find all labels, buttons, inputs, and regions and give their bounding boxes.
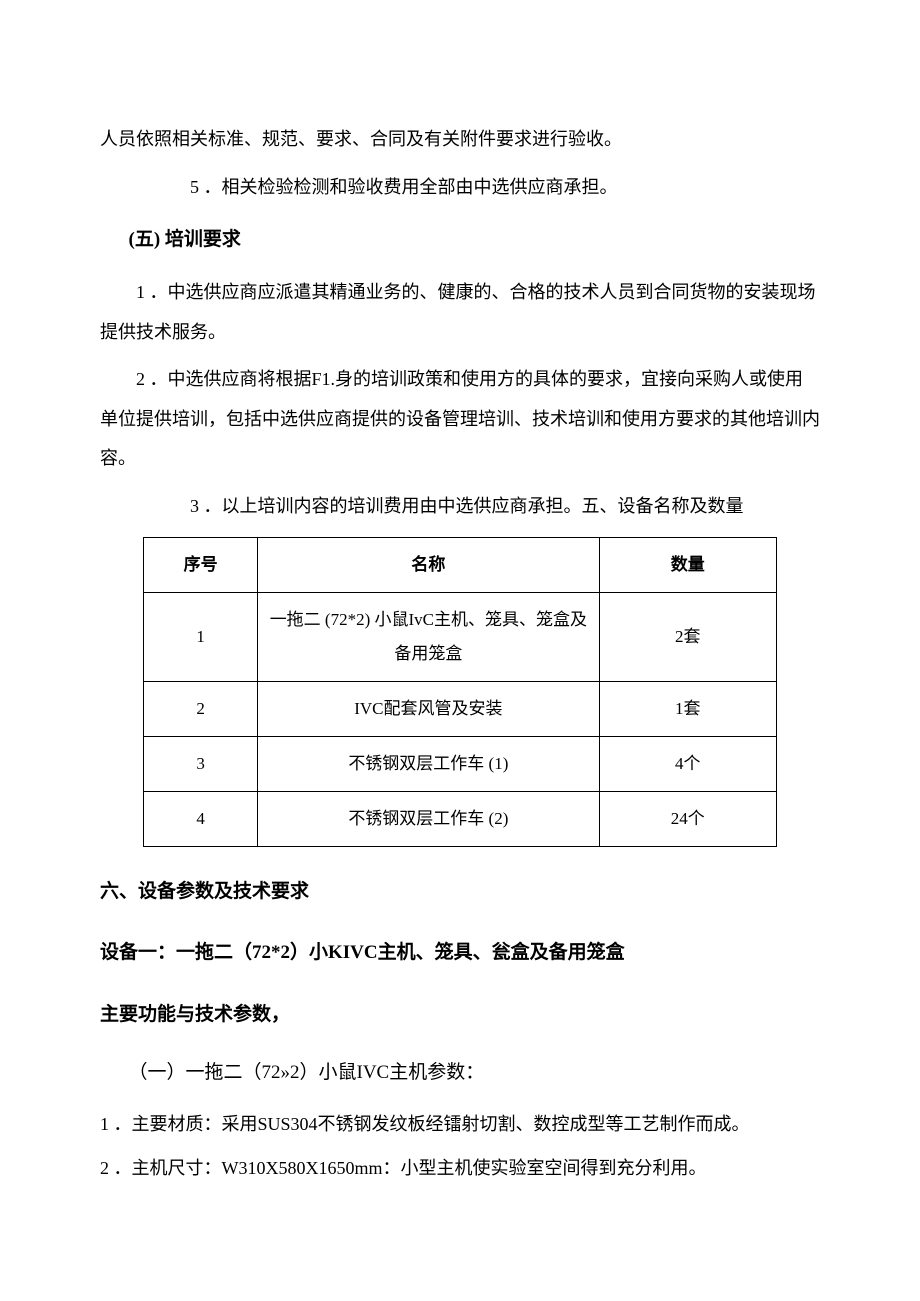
table-row: 3 不锈钢双层工作车 (1) 4个 [144, 736, 777, 791]
item-number: 5 [190, 177, 199, 197]
col-header-index: 序号 [144, 537, 258, 592]
table-row: 4 不锈钢双层工作车 (2) 24个 [144, 791, 777, 846]
table-row: 1 一拖二 (72*2) 小鼠IvC主机、笼具、笼盒及备用笼盒 2套 [144, 592, 777, 681]
item-text: ．相关检验检测和验收费用全部由中选供应商承担。 [199, 177, 618, 197]
cell-qty: 4个 [599, 736, 776, 791]
paragraph-continuation: 人员依照相关标准、规范、要求、合同及有关附件要求进行验收。 [100, 120, 820, 160]
document-page: 人员依照相关标准、规范、要求、合同及有关附件要求进行验收。 5 ．相关检验检测和… [0, 0, 920, 1301]
table-row: 2 IVC配套风管及安装 1套 [144, 681, 777, 736]
cell-qty: 1套 [599, 681, 776, 736]
spec-item-2: 2 ．主机尺寸：W310X580X1650mm：小型主机使实验室空间得到充分利用… [100, 1150, 820, 1186]
equipment-table: 序号 名称 数量 1 一拖二 (72*2) 小鼠IvC主机、笼具、笼盒及备用笼盒… [143, 537, 777, 847]
section-heading-5: (五) 培训要求 [100, 219, 820, 261]
cell-index: 4 [144, 791, 258, 846]
heading-device-1: 设备一：一拖二（72*2）小KIVC主机、笼具、瓮盒及备用笼盒 [100, 932, 820, 974]
numbered-item-3: 3 ．以上培训内容的培训费用由中选供应商承担。五、设备名称及数量 [100, 487, 820, 527]
cell-name: IVC配套风管及安装 [258, 681, 600, 736]
heading-section-6: 六、设备参数及技术要求 [100, 871, 820, 913]
heading-main-func: 主要功能与技术参数， [100, 994, 820, 1036]
numbered-item-1: 1 ．中选供应商应派遣其精通业务的、健康的、合格的技术人员到合同货物的安装现场提… [100, 273, 820, 352]
cell-qty: 24个 [599, 791, 776, 846]
cell-index: 2 [144, 681, 258, 736]
col-header-name: 名称 [258, 537, 600, 592]
cell-name: 一拖二 (72*2) 小鼠IvC主机、笼具、笼盒及备用笼盒 [258, 592, 600, 681]
cell-name: 不锈钢双层工作车 (2) [258, 791, 600, 846]
numbered-item-2: 2 ．中选供应商将根据F1.身的培训政策和使用方的具体的要求，宜接向采购人或使用… [100, 360, 820, 479]
spec-item-1: 1 ．主要材质：采用SUS304不锈钢发纹板经镭射切割、数控成型等工艺制作而成。 [100, 1106, 820, 1142]
subheading-1: （一）一拖二（72»2）小鼠IVC主机参数： [100, 1052, 820, 1094]
cell-index: 3 [144, 736, 258, 791]
numbered-item-5: 5 ．相关检验检测和验收费用全部由中选供应商承担。 [100, 168, 820, 208]
table-header-row: 序号 名称 数量 [144, 537, 777, 592]
cell-qty: 2套 [599, 592, 776, 681]
cell-name: 不锈钢双层工作车 (1) [258, 736, 600, 791]
col-header-qty: 数量 [599, 537, 776, 592]
cell-index: 1 [144, 592, 258, 681]
